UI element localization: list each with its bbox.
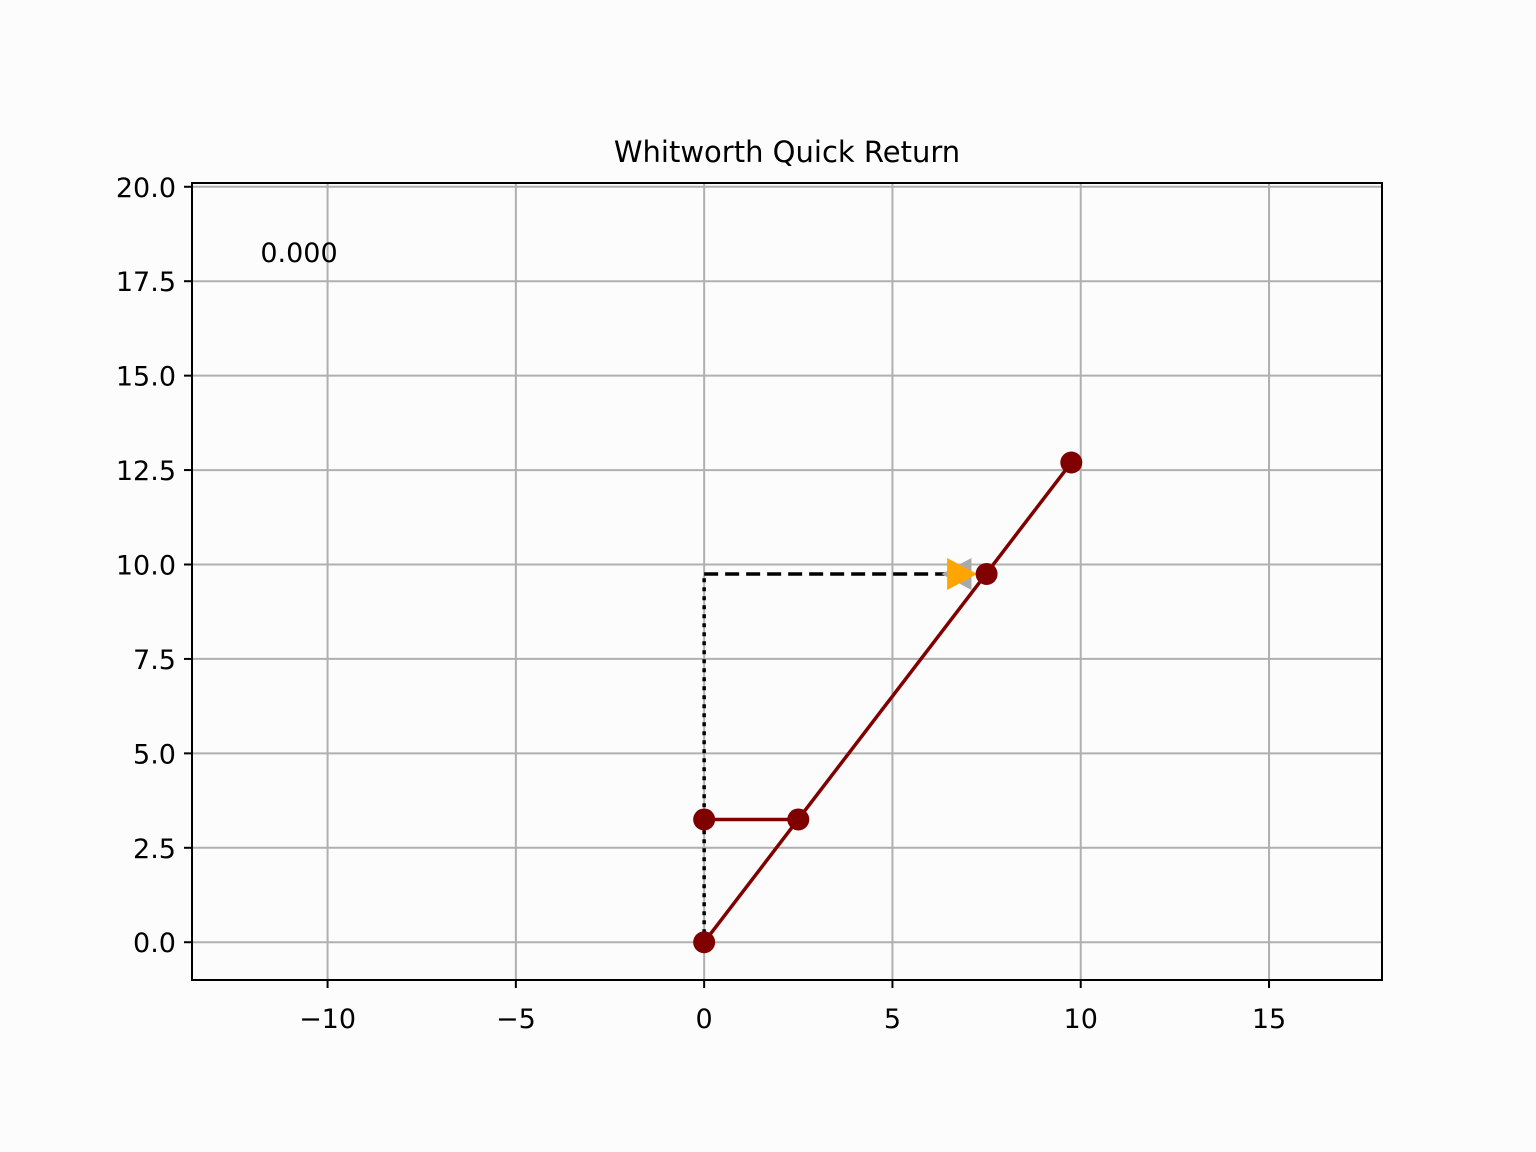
y-tick-label: 0.0 bbox=[133, 928, 176, 959]
x-tick-label: −5 bbox=[496, 1004, 536, 1035]
x-tick-label: 5 bbox=[884, 1004, 901, 1035]
plot-frame bbox=[191, 182, 1383, 981]
y-tick-label: 2.5 bbox=[133, 834, 176, 865]
arrow-right bbox=[947, 557, 978, 590]
x-tick-label: −10 bbox=[299, 1004, 356, 1035]
x-tick-label: 15 bbox=[1252, 1004, 1286, 1035]
chart-title: Whitworth Quick Return bbox=[614, 135, 960, 169]
joint-point bbox=[787, 808, 810, 831]
angle-readout: 0.000 bbox=[260, 238, 337, 269]
plot-marks bbox=[693, 451, 1083, 954]
joint-point bbox=[1060, 451, 1083, 474]
y-tick-label: 10.0 bbox=[116, 551, 176, 582]
y-tick-label: 20.0 bbox=[116, 173, 176, 204]
y-tick-label: 5.0 bbox=[133, 739, 176, 770]
y-tick-label: 7.5 bbox=[133, 645, 176, 676]
y-tick-label: 12.5 bbox=[116, 456, 176, 487]
joint-point bbox=[975, 562, 998, 585]
grid bbox=[192, 183, 1382, 980]
x-tick-label: 0 bbox=[696, 1004, 713, 1035]
x-tick-label: 10 bbox=[1064, 1004, 1098, 1035]
joint-point bbox=[693, 808, 716, 831]
link-line bbox=[702, 461, 1073, 944]
y-tick-label: 17.5 bbox=[116, 267, 176, 298]
joint-point bbox=[693, 931, 716, 954]
y-tick-label: 15.0 bbox=[116, 362, 176, 393]
axis-ticks: −10 −5 0 5 10 15 0.0 2.5 5.0 7.5 10.0 12.5 15.0 17.5 2… bbox=[116, 173, 1286, 1035]
